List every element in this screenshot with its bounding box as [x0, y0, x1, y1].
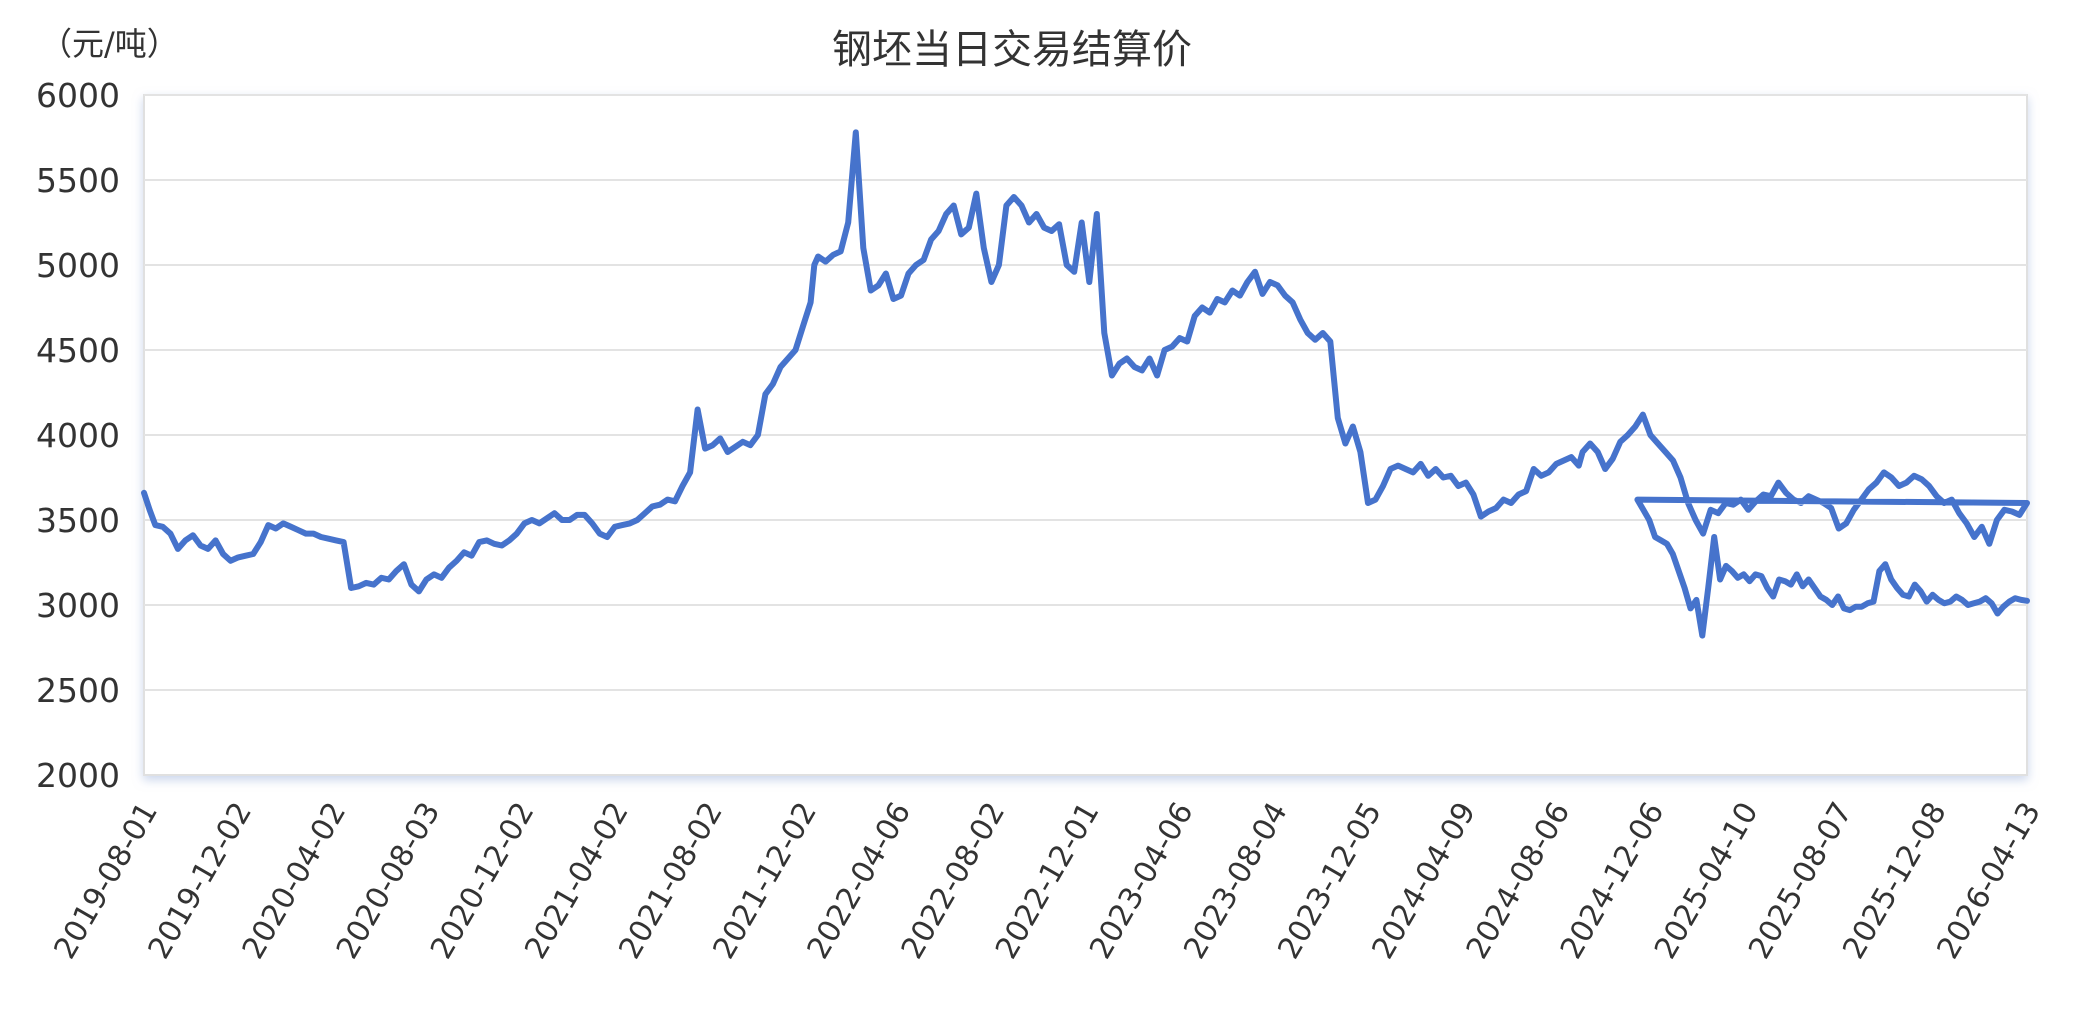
price-line [141, 129, 2030, 639]
y-tick-label: 3000 [36, 586, 120, 625]
y-tick-label: 2500 [36, 671, 120, 710]
y-tick-label: 4500 [36, 331, 120, 370]
y-tick-label: 5000 [36, 246, 120, 285]
x-axis-ticks: 2019-08-012019-12-022020-04-022020-08-03… [47, 797, 2047, 965]
y-tick-label: 5500 [36, 161, 120, 200]
y-tick-label: 4000 [36, 416, 120, 455]
y-tick-label: 3500 [36, 501, 120, 540]
y-axis-unit: （元/吨） [40, 25, 179, 63]
y-tick-label: 6000 [36, 76, 120, 115]
y-tick-label: 2000 [36, 756, 120, 795]
y-axis-ticks: 2000 2500 3000 3500 4000 4500 5000 5500 6000 [36, 76, 120, 795]
chart-title: 钢坯当日交易结算价 [832, 27, 1192, 73]
